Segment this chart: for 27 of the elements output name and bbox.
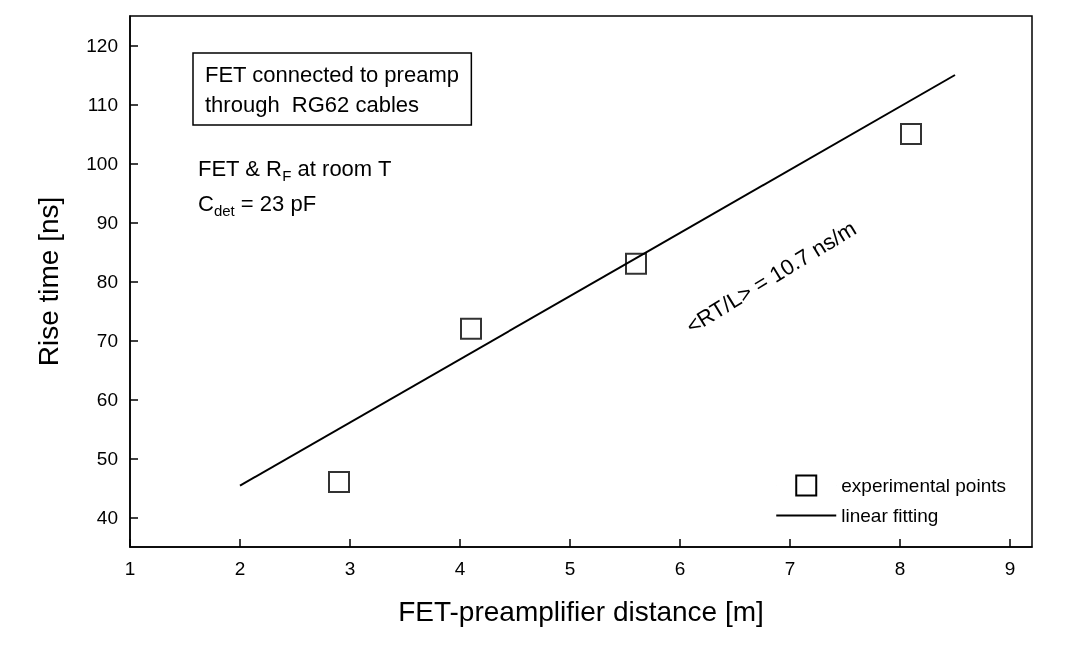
- y-tick-label: 70: [96, 330, 118, 351]
- annotation: FET connected to preamp through RG62 cables: [205, 61, 459, 117]
- x-tick-label: 6: [674, 558, 686, 579]
- x-axis-title: FET-preamplifier distance [m]: [398, 595, 764, 627]
- x-tick-label: 8: [894, 558, 906, 579]
- x-tick-label: 4: [454, 558, 466, 579]
- x-tick-label: 2: [234, 558, 246, 579]
- y-tick-label: 60: [96, 389, 118, 410]
- x-tick-label: 3: [344, 558, 356, 579]
- x-tick-label: 1: [124, 558, 136, 579]
- point: [460, 317, 482, 340]
- y-tick-label: 50: [96, 448, 118, 469]
- y-axis-title: Rise time [ns]: [32, 196, 64, 367]
- x-tick-label: 7: [784, 558, 796, 579]
- point: [328, 471, 350, 494]
- legend-label: linear fitting: [841, 505, 939, 526]
- y-tick-label: 120: [86, 35, 118, 56]
- y-tick-label: 90: [96, 212, 118, 233]
- y-tick-label: 80: [96, 271, 118, 292]
- x-tick-label: 9: [1004, 558, 1016, 579]
- legend-label: experimental points: [841, 475, 1007, 496]
- y-tick-label: 40: [96, 507, 118, 528]
- point: [900, 123, 922, 145]
- y-tick-label: 100: [86, 153, 118, 174]
- point: [625, 252, 647, 275]
- x-tick-label: 5: [564, 558, 576, 579]
- y-tick-label: 110: [87, 94, 118, 115]
